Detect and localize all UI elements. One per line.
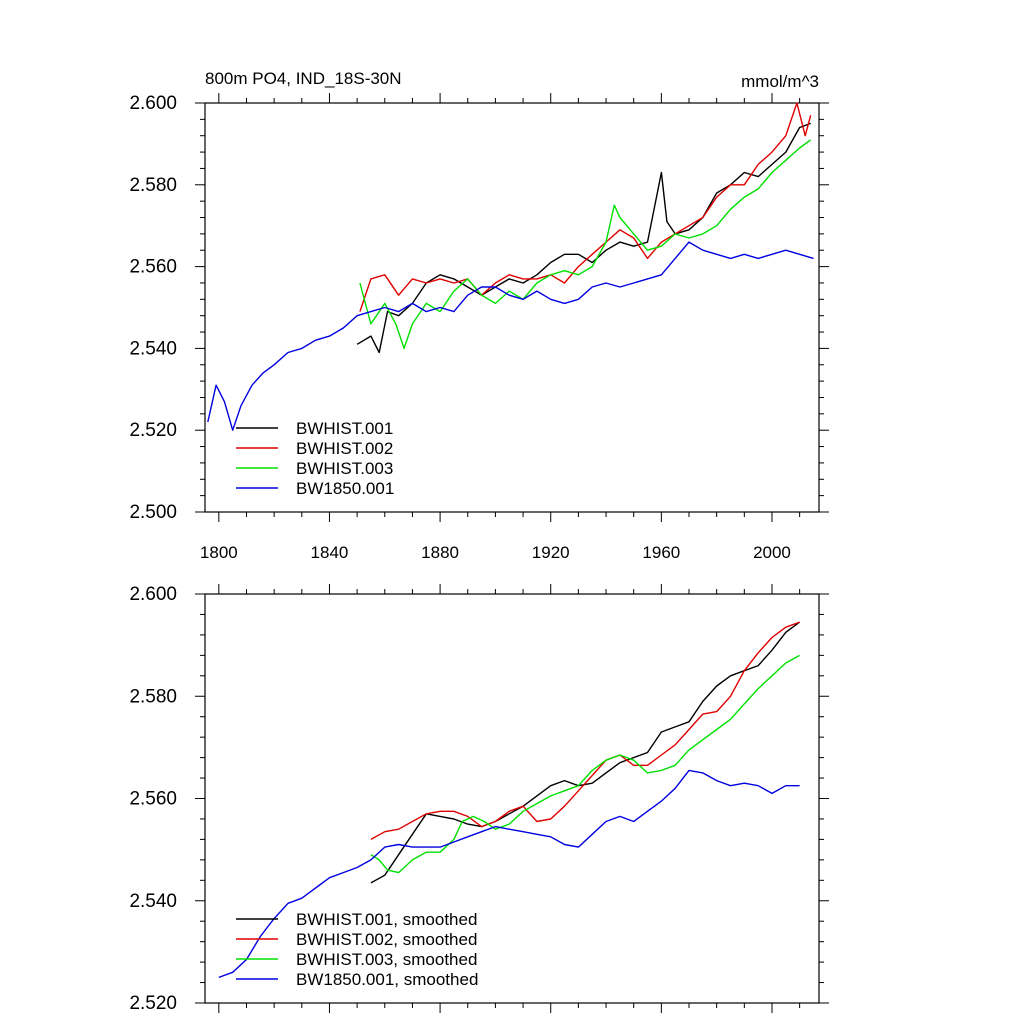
y-tick-label: 2.580 <box>129 686 177 707</box>
legend-entry: BWHIST.001 <box>296 419 393 438</box>
legend-entry: BWHIST.001, smoothed <box>296 910 477 929</box>
series-line-bwhist-002-smoothed <box>370 621 800 841</box>
series-line-bwhist-003-smoothed <box>370 654 800 874</box>
x-tick-label: 1920 <box>532 543 570 562</box>
y-tick-label: 2.520 <box>129 993 177 1014</box>
y-tick-label: 2.520 <box>129 420 177 441</box>
series-line-bwhist-002 <box>359 102 812 312</box>
y-tick-label: 2.580 <box>129 175 177 196</box>
legend-entry: BWHIST.002, smoothed <box>296 930 477 949</box>
x-tick-label: 1800 <box>200 543 238 562</box>
x-tick-label: 1880 <box>421 543 459 562</box>
series-line-bwhist-001-smoothed <box>370 621 801 884</box>
y-tick-label: 2.540 <box>129 891 177 912</box>
y-tick-label: 2.560 <box>129 789 177 810</box>
units-label: mmol/m^3 <box>741 72 819 91</box>
legend-entry: BWHIST.003, smoothed <box>296 950 477 969</box>
x-tick-label: 1960 <box>642 543 680 562</box>
y-tick-label: 2.600 <box>129 93 177 114</box>
y-tick-label: 2.600 <box>129 584 177 605</box>
series-line-bwhist-003 <box>359 139 812 350</box>
chart-title: 800m PO4, IND_18S-30N <box>205 69 402 88</box>
y-tick-label: 2.560 <box>129 257 177 278</box>
legend-entry: BW1850.001 <box>296 479 394 498</box>
bottom-panel: 2.520 2.540 2.560 2.580 2.600 BWHIST.001, smo… <box>129 584 829 1014</box>
legend-entry: BW1850.001, smoothed <box>296 970 478 989</box>
legend-entry: BWHIST.003 <box>296 459 393 478</box>
series-line-bwhist-001 <box>356 122 811 354</box>
y-tick-label: 2.540 <box>129 338 177 359</box>
x-tick-label: 1840 <box>311 543 349 562</box>
x-tick-label: 2000 <box>753 543 791 562</box>
legend-entry: BWHIST.002 <box>296 439 393 458</box>
top-panel: 1800 1840 1880 1920 1960 2000 2.500 2.520 2.540 2… <box>129 69 829 562</box>
series-line-bw1850-001 <box>207 241 814 431</box>
plot-frame <box>204 102 820 513</box>
y-tick-label: 2.500 <box>129 502 177 523</box>
series-line-bw1850-001-smoothed <box>218 769 800 979</box>
